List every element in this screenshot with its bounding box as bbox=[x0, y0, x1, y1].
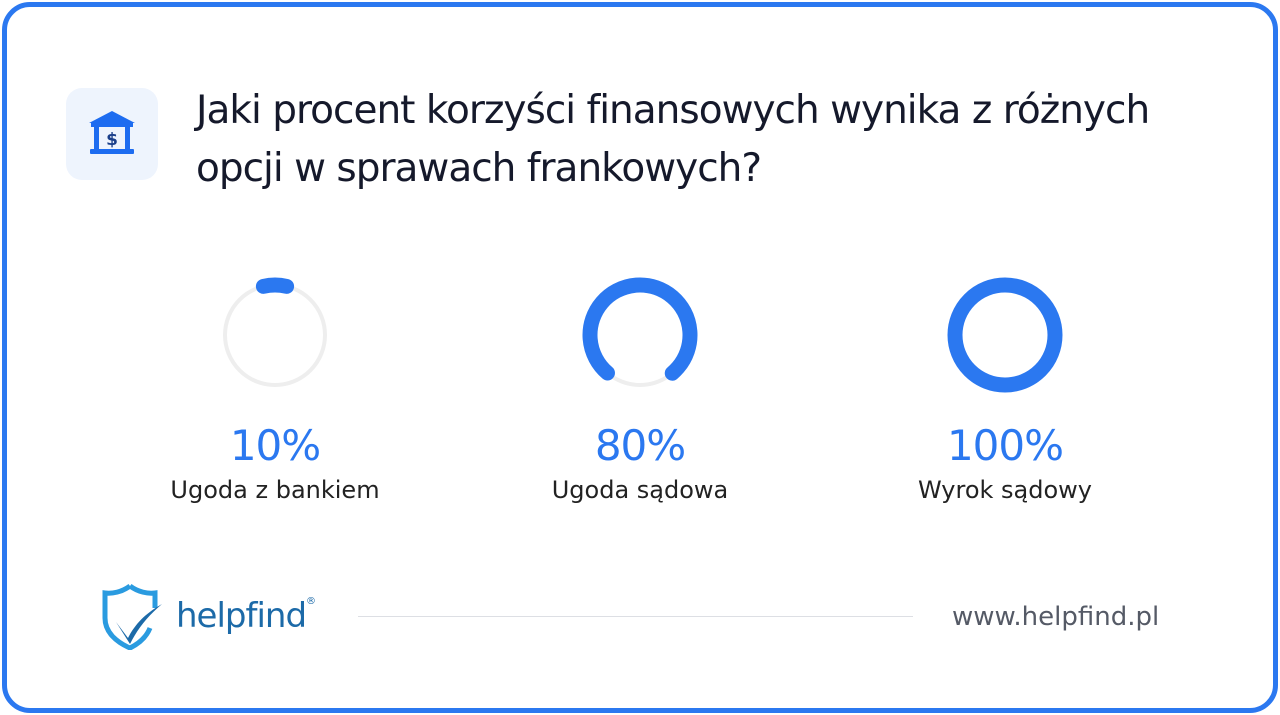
gauge-value: 80% bbox=[594, 421, 686, 470]
gauge-fill bbox=[947, 277, 1063, 393]
svg-text:$: $ bbox=[106, 130, 118, 150]
gauge-ring bbox=[947, 277, 1063, 393]
gauge-3: 100% Wyrok sądowy bbox=[855, 275, 1155, 504]
bank-dollar-icon: $ bbox=[89, 111, 135, 154]
gauge-value: 100% bbox=[946, 421, 1064, 470]
gauge-2: 80% Ugoda sądowa bbox=[490, 275, 790, 504]
gauge-label: Ugoda sądowa bbox=[551, 476, 729, 504]
gauge-fill bbox=[217, 277, 333, 393]
registered-mark: ® bbox=[306, 596, 316, 607]
brand-name: helpfind® bbox=[176, 596, 316, 636]
shield-check-icon bbox=[102, 583, 162, 650]
gauge-label: Wyrok sądowy bbox=[917, 476, 1093, 504]
brand-text: helpfind bbox=[176, 596, 307, 636]
footer-divider bbox=[358, 616, 913, 617]
website-link[interactable]: www.helpfind.pl bbox=[952, 602, 1160, 632]
gauge-label: Ugoda z bankiem bbox=[170, 476, 380, 504]
gauge-ring bbox=[217, 277, 333, 393]
gauge-track bbox=[223, 283, 327, 387]
bank-icon-box: $ bbox=[66, 88, 158, 180]
helpfind-logo: helpfind® bbox=[100, 582, 316, 650]
gauge-1: 10% Ugoda z bankiem bbox=[125, 275, 425, 504]
gauge-ring bbox=[582, 277, 698, 393]
gauge-fill bbox=[582, 277, 698, 393]
gauge-value: 10% bbox=[229, 421, 321, 470]
page-title: Jaki procent korzyści finansowych wynika… bbox=[196, 88, 1150, 191]
